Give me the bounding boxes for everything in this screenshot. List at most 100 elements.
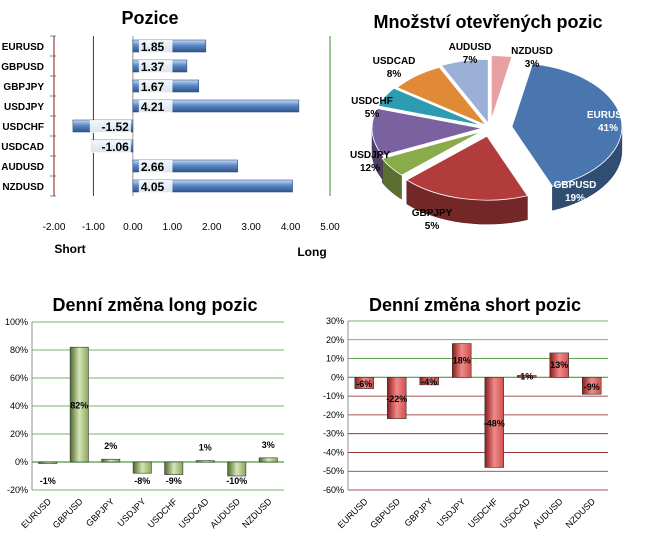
short-y-tick-label: 10% [326, 354, 344, 364]
short-y-tick-label: -40% [323, 447, 344, 457]
pozice-x-tick-label: 3.00 [241, 222, 261, 233]
pozice-value-label-bg [138, 160, 173, 173]
pie-slice-label: AUDUSD [449, 42, 492, 53]
pozice-value-label-bg [138, 100, 173, 113]
long-value-label: -10% [226, 476, 247, 486]
pozice-x-tick-label: 2.00 [202, 222, 222, 233]
short-y-tick-label: 20% [326, 335, 344, 345]
long-y-tick-label: 100% [5, 317, 28, 327]
short-value-label: -9% [584, 382, 600, 392]
pozice-value-label: 4.05 [141, 180, 165, 194]
pie-slice-label: EURUSD [587, 110, 629, 121]
long-category-label: USDCHF [146, 496, 180, 530]
short-y-tick-label: -60% [323, 485, 344, 495]
short-value-label: -22% [386, 394, 407, 404]
pie-slice [490, 55, 513, 120]
long-category-label: USDJPY [115, 496, 147, 528]
pie-slice [396, 66, 487, 126]
pie-slice [377, 87, 484, 127]
pie-slice-label: GBPJPY [412, 208, 453, 219]
short-value-label: -4% [421, 377, 437, 387]
pie-slice-pct: 7% [463, 55, 478, 66]
short-category-label: USDCAD [498, 496, 532, 530]
pozice-value-label-bg [89, 120, 131, 133]
long-category-label: GBPJPY [84, 496, 116, 528]
mnozstvi-title: Množství otevřených pozic [373, 12, 602, 32]
pie-slice [371, 108, 483, 157]
long-category-label: USDCAD [177, 496, 211, 530]
short-category-label: GBPJPY [402, 496, 434, 528]
long-y-tick-label: 40% [10, 401, 28, 411]
pozice-bar [132, 99, 300, 113]
pozice-category-label: GBPUSD [1, 62, 44, 73]
short-category-label: USDJPY [435, 496, 467, 528]
pozice-value-label: 1.37 [141, 60, 165, 74]
long-bar [101, 458, 121, 463]
pozice-value-label: 1.67 [141, 80, 165, 94]
short-y-tick-label: 30% [326, 316, 344, 326]
short-bar [452, 343, 472, 378]
short-value-label: -6% [356, 379, 372, 389]
short-category-label: AUDUSD [531, 496, 565, 530]
short-bar [387, 377, 407, 419]
short-y-tick-label: -30% [323, 429, 344, 439]
pozice-category-label: NZDUSD [2, 182, 44, 193]
long-bar [164, 461, 184, 475]
pozice-value-label-bg [138, 180, 173, 193]
short-category-label: GBPUSD [368, 496, 402, 530]
pie-slice-label: GBPUSD [554, 180, 597, 191]
long-bar [227, 461, 247, 477]
pie-slice-pct: 41% [598, 123, 618, 134]
pie-slice-label: NZDUSD [511, 46, 553, 57]
long-value-label: -1% [40, 476, 56, 486]
mnozstvi-svg: Množství otevřených pozic EURUSD 41% GBPUS… [350, 12, 629, 232]
pozice-value-label: 2.66 [141, 160, 165, 174]
long-category-label: NZDUSD [240, 496, 274, 530]
long-category-label: GBPUSD [51, 496, 85, 530]
pozice-value-label: -1.52 [101, 120, 129, 134]
pozice-long-label: Long [297, 245, 326, 259]
long-value-label: 82% [70, 401, 88, 411]
pie-slice-pct: 19% [565, 193, 585, 204]
long-bar [132, 461, 152, 474]
short-value-label: 13% [550, 360, 568, 370]
long-category-label: EURUSD [19, 496, 53, 530]
pozice-x-tick-label: 0.00 [123, 222, 143, 233]
pozice-chart: Pozice 1.85 1.37 1.67 4.21 -1.52 -1.06 2.66 4.0… [0, 0, 340, 270]
short-y-tick-label: -20% [323, 410, 344, 420]
long-y-tick-label: 80% [10, 345, 28, 355]
denni-long-svg: Denní změna long pozic -1% 82% 2% -8% -9% 1% -… [5, 295, 284, 530]
short-category-label: USDCHF [466, 496, 500, 530]
short-bar [517, 375, 537, 378]
pie-slice-pct: 8% [387, 69, 402, 80]
pie-slice-pct: 12% [360, 163, 380, 174]
pozice-value-label: 4.21 [141, 100, 165, 114]
denni-short-title: Denní změna short pozic [369, 295, 581, 315]
long-bar [38, 461, 58, 464]
short-y-tick-label: -50% [323, 466, 344, 476]
short-category-label: EURUSD [336, 496, 370, 530]
long-value-label: 2% [104, 441, 117, 451]
pie-slice-pct: 5% [425, 221, 440, 232]
long-category-label: AUDUSD [208, 496, 242, 530]
denni-long-chart: Denní změna long pozic -1% 82% 2% -8% -9% 1% -… [0, 285, 310, 540]
denni-short-chart: Denní změna short pozic -6% -22% -4% 18% -48… [310, 285, 646, 540]
pie-slice-label: USDJPY [350, 150, 390, 161]
pozice-category-label: USDCHF [2, 122, 44, 133]
pie-slice [381, 130, 482, 176]
pozice-value-label: 1.85 [141, 40, 165, 54]
long-value-label: 3% [262, 440, 275, 450]
pozice-x-tick-label: -2.00 [43, 222, 66, 233]
short-value-label: 1% [520, 371, 533, 381]
pie-slice [405, 135, 529, 201]
pie-slice-pct: 3% [525, 59, 540, 70]
short-bar [419, 377, 439, 386]
mnozstvi-chart: Množství otevřených pozic EURUSD 41% GBPUS… [340, 0, 646, 270]
pozice-x-tick-label: -1.00 [82, 222, 105, 233]
pozice-value-label-bg [138, 60, 173, 73]
long-bar [258, 457, 278, 463]
short-value-label: -48% [484, 418, 505, 428]
pozice-value-label-bg [138, 80, 173, 93]
short-y-tick-label: 0% [331, 372, 344, 382]
pozice-short-label: Short [54, 242, 85, 256]
